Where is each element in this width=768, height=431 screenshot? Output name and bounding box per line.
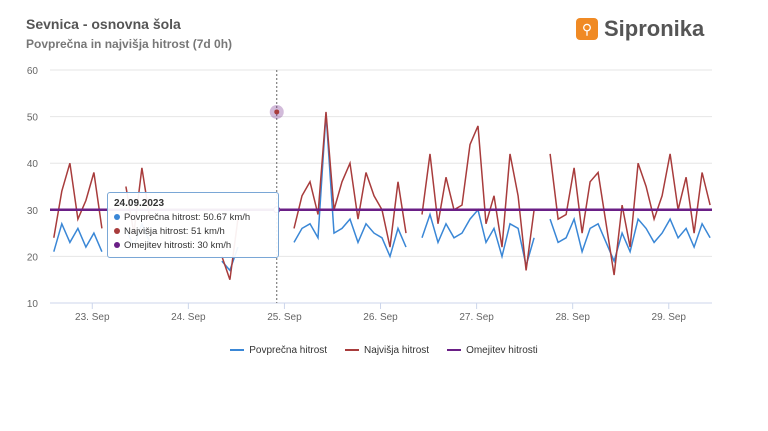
chart-subtitle: Povprečna in najvišja hitrost (7d 0h) xyxy=(26,37,233,51)
x-tick-label: 27. Sep xyxy=(459,312,494,323)
chart-title: Sevnica - osnovna šola xyxy=(26,16,181,32)
x-tick-label: 28. Sep xyxy=(555,312,590,323)
max-dot-icon xyxy=(114,228,120,234)
x-tick-label: 29. Sep xyxy=(652,312,687,323)
brand-logo: ⚲ Sipronika xyxy=(576,16,704,42)
tooltip-limit: Omejitev hitrosti: 30 km/h xyxy=(124,240,232,251)
brand-icon: ⚲ xyxy=(576,18,598,40)
brand-name: Sipronika xyxy=(604,16,705,41)
x-tick-label: 25. Sep xyxy=(267,312,302,323)
tooltip-max: Najvišja hitrost: 51 km/h xyxy=(124,226,225,237)
legend-item-limit[interactable]: Omejitev hitrosti xyxy=(447,345,538,356)
tooltip-avg: Povprečna hitrost: 50.67 km/h xyxy=(124,212,251,223)
legend-item-avg[interactable]: Povprečna hitrost xyxy=(230,345,327,356)
limit-dot-icon xyxy=(114,242,120,248)
tooltip: 24.09.2023 Povprečna hitrost: 50.67 km/h… xyxy=(107,192,279,258)
legend: Povprečna hitrost Najvišja hitrost Omeji… xyxy=(0,345,768,356)
y-tick-label: 10 xyxy=(27,299,39,310)
avg-dot-icon xyxy=(114,214,120,220)
y-tick-label: 60 xyxy=(27,66,39,77)
x-tick-label: 24. Sep xyxy=(171,312,206,323)
x-tick-label: 26. Sep xyxy=(363,312,398,323)
legend-item-max[interactable]: Najvišja hitrost xyxy=(345,345,429,356)
y-tick-label: 50 xyxy=(27,113,39,124)
tooltip-date: 24.09.2023 xyxy=(114,198,165,209)
hover-point xyxy=(274,109,280,115)
y-tick-label: 30 xyxy=(27,206,39,217)
y-tick-label: 40 xyxy=(27,159,39,170)
x-tick-label: 23. Sep xyxy=(75,312,110,323)
y-tick-label: 20 xyxy=(27,252,39,263)
